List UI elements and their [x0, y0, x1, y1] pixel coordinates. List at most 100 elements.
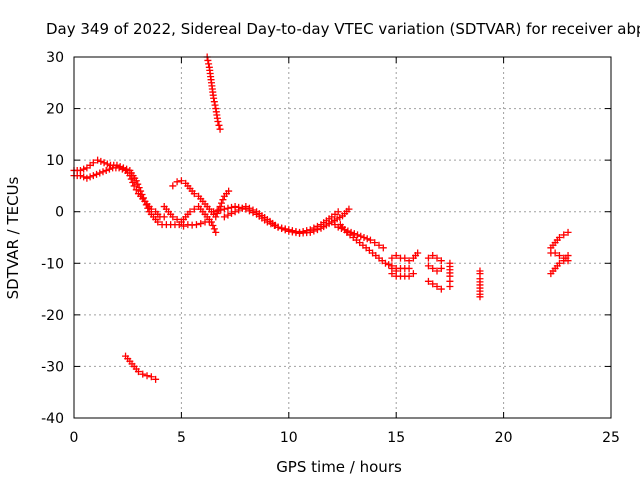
data-point — [209, 221, 217, 229]
data-point — [405, 264, 413, 272]
data-point — [118, 165, 126, 173]
data-point — [210, 208, 218, 216]
data-point — [212, 228, 220, 236]
series-arc-17h-low — [424, 277, 445, 293]
axis-ticks: 0 5 10 15 20 25 -40 -30 -20 -10 0 10 20 30 — [41, 50, 620, 446]
data-point — [433, 254, 441, 262]
data-point — [190, 205, 198, 213]
data-point — [152, 375, 160, 383]
series-arc-bottom — [122, 352, 160, 383]
data-point — [245, 204, 253, 212]
data-point — [173, 178, 181, 186]
data-point — [281, 226, 289, 234]
data-point — [345, 205, 353, 213]
data-point — [334, 208, 342, 216]
data-point — [89, 172, 97, 180]
data-point — [213, 207, 221, 215]
y-tick-label: 30 — [46, 50, 64, 66]
y-tick-label: 10 — [46, 153, 64, 169]
data-point — [93, 170, 101, 178]
data-point — [360, 234, 368, 241]
data-point — [132, 186, 140, 194]
data-point — [344, 227, 352, 235]
data-point — [80, 165, 88, 173]
data-point — [381, 259, 389, 267]
data-point — [173, 215, 181, 223]
data-point — [89, 159, 97, 167]
data-point — [205, 60, 213, 68]
data-points — [70, 53, 572, 383]
data-point — [337, 224, 345, 232]
data-point — [102, 166, 110, 174]
series-arc-22.5h — [547, 228, 572, 252]
series-arc-main-lower — [70, 164, 168, 221]
data-point — [564, 228, 572, 236]
data-point — [555, 252, 563, 260]
data-point — [76, 172, 84, 180]
data-point — [224, 204, 232, 212]
data-point — [354, 231, 362, 239]
data-point — [129, 178, 137, 186]
series-arc-15h-mid — [388, 264, 413, 275]
data-point — [97, 157, 105, 165]
data-point — [292, 229, 300, 237]
gridlines — [74, 57, 611, 418]
data-point — [103, 160, 111, 168]
series-pts-19h — [476, 267, 484, 301]
data-point — [437, 264, 445, 272]
data-point — [217, 199, 225, 207]
x-tick-label: 20 — [495, 430, 513, 446]
data-point — [144, 204, 152, 212]
data-point — [147, 205, 155, 213]
data-point — [433, 267, 441, 275]
x-tick-label: 10 — [280, 430, 298, 446]
data-point — [405, 257, 413, 265]
series-arc-17h-mid — [424, 262, 445, 275]
data-point — [160, 213, 168, 221]
x-tick-label: 5 — [177, 430, 186, 446]
data-point — [127, 175, 135, 183]
data-point — [169, 213, 177, 221]
data-point — [560, 231, 568, 239]
data-point — [220, 213, 228, 221]
data-point — [392, 267, 400, 275]
data-point — [177, 177, 185, 185]
data-point — [288, 228, 296, 236]
data-point — [138, 191, 146, 199]
data-point — [401, 254, 409, 262]
data-point — [86, 173, 94, 181]
data-point — [446, 282, 454, 290]
data-point — [363, 235, 371, 243]
data-point — [94, 156, 102, 164]
series-arc-mid — [210, 203, 342, 236]
y-tick-label: 0 — [55, 205, 64, 221]
data-point — [437, 285, 445, 293]
data-point — [212, 213, 220, 221]
data-point — [555, 259, 563, 267]
plot-frame — [73, 56, 612, 419]
data-point — [204, 56, 212, 64]
data-point — [379, 244, 387, 252]
data-point — [216, 203, 224, 211]
data-point — [375, 241, 383, 249]
data-point — [424, 254, 432, 262]
x-tick-label: 0 — [70, 430, 79, 446]
data-point — [285, 227, 293, 235]
data-point — [564, 252, 572, 260]
data-point — [210, 98, 218, 106]
data-point — [228, 209, 236, 217]
data-point — [180, 222, 188, 230]
data-point — [126, 172, 134, 180]
data-point — [366, 236, 374, 244]
data-point — [214, 117, 222, 125]
data-point — [225, 187, 233, 195]
data-point — [99, 168, 107, 176]
series-arc-bump-b — [160, 203, 220, 236]
data-point — [224, 211, 232, 219]
data-point — [476, 293, 484, 301]
data-point — [350, 230, 358, 238]
data-point — [96, 169, 104, 177]
y-tick-label: -10 — [41, 256, 64, 272]
x-tick-label: 25 — [602, 430, 620, 446]
